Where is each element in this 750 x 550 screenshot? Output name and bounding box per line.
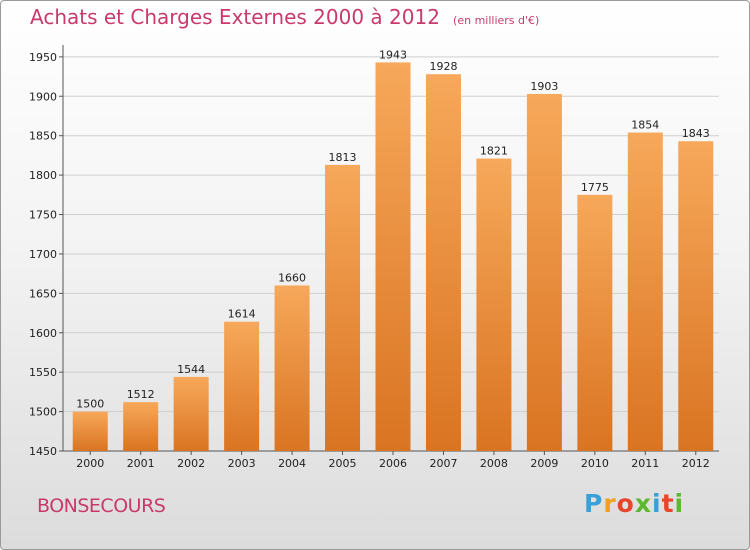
data-label: 1614 bbox=[228, 308, 256, 321]
data-label: 1821 bbox=[480, 145, 508, 158]
y-tick-label: 1850 bbox=[29, 130, 57, 143]
bar bbox=[425, 74, 461, 452]
bar bbox=[577, 194, 613, 451]
logo-letter: i bbox=[652, 489, 662, 518]
bar bbox=[526, 93, 562, 451]
bar bbox=[274, 285, 310, 451]
bar bbox=[476, 158, 512, 452]
data-label: 1843 bbox=[682, 127, 710, 140]
data-label: 1903 bbox=[530, 80, 558, 93]
x-tick-label: 2012 bbox=[682, 457, 710, 470]
commune-name: BONSECOURS bbox=[37, 495, 166, 517]
y-tick-label: 1750 bbox=[29, 209, 57, 222]
y-tick-label: 1950 bbox=[29, 51, 57, 64]
chart-subtitle: (en milliers d'€) bbox=[453, 14, 540, 27]
chart-title: Achats et Charges Externes 2000 à 2012 bbox=[30, 5, 440, 29]
bars bbox=[72, 62, 714, 452]
x-tick-label: 2000 bbox=[76, 457, 104, 470]
chart-header: Achats et Charges Externes 2000 à 2012 (… bbox=[30, 5, 539, 29]
proxiti-logo[interactable]: Proxiti bbox=[584, 489, 684, 518]
x-tick-label: 2006 bbox=[379, 457, 407, 470]
data-label: 1813 bbox=[329, 151, 357, 164]
logo-letter: o bbox=[616, 489, 635, 518]
x-tick-label: 2004 bbox=[278, 457, 306, 470]
x-tick-label: 2010 bbox=[581, 457, 609, 470]
x-tick-label: 2011 bbox=[631, 457, 659, 470]
logo-letter: t bbox=[661, 489, 675, 518]
x-tick-label: 2008 bbox=[480, 457, 508, 470]
bar bbox=[224, 321, 260, 451]
data-label: 1775 bbox=[581, 181, 609, 194]
x-tick-label: 2002 bbox=[177, 457, 205, 470]
y-tick-label: 1550 bbox=[29, 366, 57, 379]
data-label: 1928 bbox=[429, 60, 457, 73]
x-tick-label: 2001 bbox=[127, 457, 155, 470]
x-tick-label: 2009 bbox=[530, 457, 558, 470]
bar bbox=[173, 376, 209, 451]
data-label: 1544 bbox=[177, 363, 205, 376]
bar bbox=[72, 411, 108, 451]
y-tick-label: 1900 bbox=[29, 90, 57, 103]
y-tick-label: 1600 bbox=[29, 327, 57, 340]
bar bbox=[678, 141, 714, 452]
logo-letter: x bbox=[634, 489, 652, 518]
bar bbox=[627, 132, 663, 451]
logo-letter: i bbox=[674, 489, 685, 518]
bar bbox=[123, 402, 159, 451]
data-label: 1943 bbox=[379, 48, 407, 61]
data-label: 1854 bbox=[631, 119, 659, 132]
y-tick-label: 1450 bbox=[29, 445, 57, 458]
bar bbox=[325, 164, 361, 451]
y-tick-label: 1700 bbox=[29, 248, 57, 261]
bar bbox=[375, 62, 411, 452]
logo-letter: r bbox=[603, 489, 617, 518]
y-tick-label: 1800 bbox=[29, 169, 57, 182]
x-tick-label: 2003 bbox=[228, 457, 256, 470]
y-tick-label: 1500 bbox=[29, 406, 57, 419]
y-tick-label: 1650 bbox=[29, 287, 57, 300]
x-tick-label: 2005 bbox=[329, 457, 357, 470]
logo-letter: P bbox=[584, 489, 604, 518]
data-label: 1660 bbox=[278, 271, 306, 284]
labels: 1450 1500 1550 1600 1650 1700 1750 1800 1850 1900… bbox=[29, 48, 710, 470]
data-label: 1512 bbox=[127, 388, 155, 401]
x-tick-label: 2007 bbox=[429, 457, 457, 470]
data-label: 1500 bbox=[76, 398, 104, 411]
